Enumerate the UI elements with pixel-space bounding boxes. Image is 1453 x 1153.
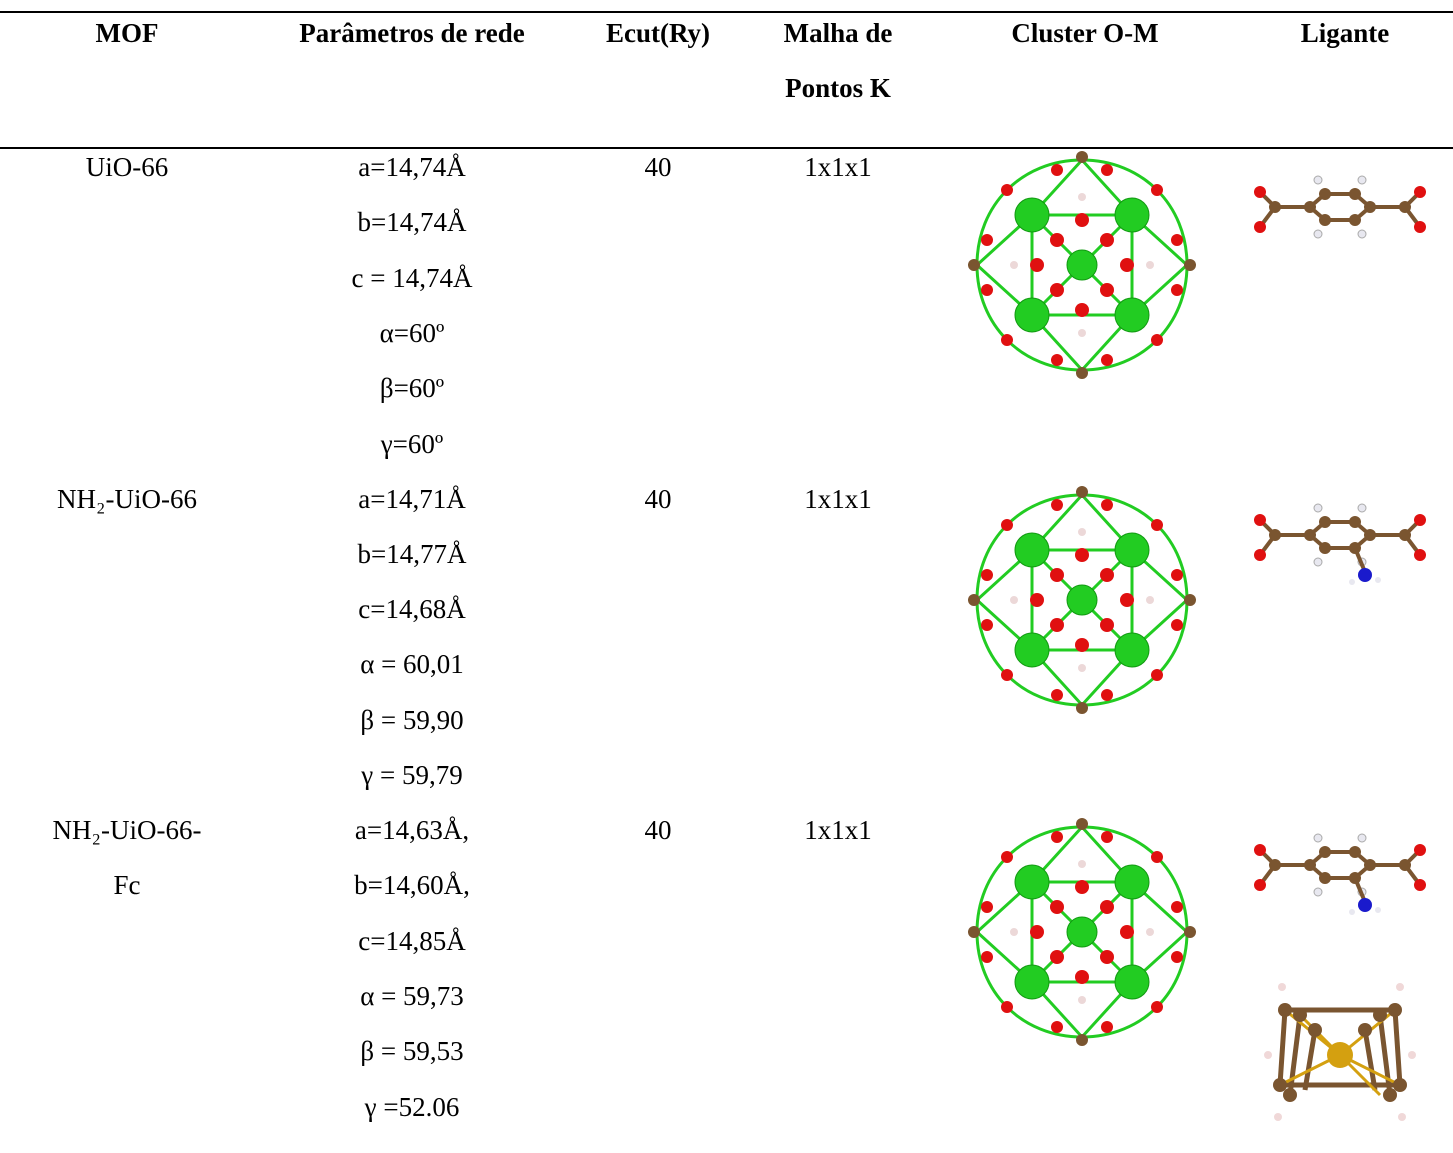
table-page: MOF Parâmetros de redeEcut(Ry) Malha de Po… [0,0,1453,1153]
lattice-parameter: α=60º [282,306,542,361]
linker-image [1254,834,1426,896]
column-header: Ligante [1245,6,1445,61]
lattice-parameter: c=14,68Å [282,582,542,637]
lattice-parameter: γ =52.06 [282,1080,542,1135]
lattice-parameter: β=60º [282,361,542,416]
column-header: Ecut(Ry) [578,6,738,61]
linker-image [1254,504,1426,566]
lattice-parameter: c=14,85Å [282,914,542,969]
lattice-parameter: γ=60º [282,417,542,472]
lattice-parameter: b=14,60Å, [282,858,542,913]
mof-name: Fc [0,858,257,913]
mof-name: NH₂-UiO-66- [0,803,257,858]
column-header: Cluster O-M [975,6,1195,61]
lattice-parameter: γ = 59,79 [282,748,542,803]
ecut-value: 40 [598,472,718,527]
cluster-image [968,486,1196,714]
lattice-parameter: a=14,74Å [282,140,542,195]
lattice-parameter: c = 14,74Å [282,251,542,306]
k-points: 1x1x1 [768,472,908,527]
lattice-parameter: α = 59,73 [282,969,542,1024]
linker-image [1254,176,1426,238]
column-header: Parâmetros de rede [252,6,572,61]
column-header: Malha de Pontos K [763,6,913,116]
lattice-parameter: a=14,63Å, [282,803,542,858]
ecut-value: 40 [598,140,718,195]
mof-name: UiO-66 [0,140,257,195]
lattice-parameter: b=14,77Å [282,527,542,582]
lattice-parameter: β = 59,90 [282,693,542,748]
mof-name: NH₂-UiO-66 [0,472,257,527]
cluster-image [968,818,1196,1046]
column-header: MOF [27,6,227,61]
lattice-parameter: β = 59,53 [282,1024,542,1079]
cluster-image [968,151,1196,379]
k-points: 1x1x1 [768,140,908,195]
lattice-parameter: α = 60,01 [282,637,542,692]
ferrocene-image [1264,983,1416,1121]
k-points: 1x1x1 [768,803,908,858]
lattice-parameter: a=14,71Å [282,472,542,527]
lattice-parameter: b=14,74Å [282,195,542,250]
ecut-value: 40 [598,803,718,858]
